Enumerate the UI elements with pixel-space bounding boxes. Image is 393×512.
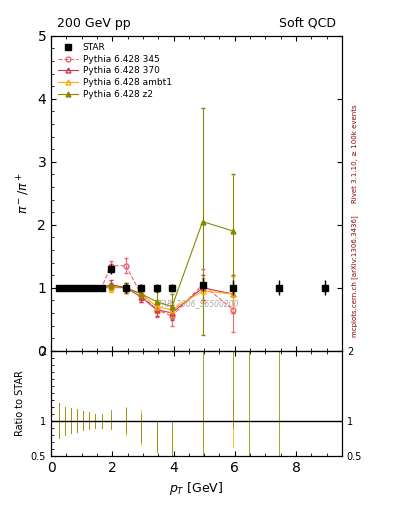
Text: Soft QCD: Soft QCD	[279, 16, 336, 30]
Y-axis label: Ratio to STAR: Ratio to STAR	[15, 370, 25, 436]
Text: STAR_2006_S6500200: STAR_2006_S6500200	[154, 299, 239, 308]
Text: mcplots.cern.ch [arXiv:1306.3436]: mcplots.cern.ch [arXiv:1306.3436]	[352, 216, 358, 337]
X-axis label: $p_T$ [GeV]: $p_T$ [GeV]	[169, 480, 224, 497]
Text: Rivet 3.1.10, ≥ 100k events: Rivet 3.1.10, ≥ 100k events	[352, 104, 358, 203]
Text: 200 GeV pp: 200 GeV pp	[57, 16, 130, 30]
Y-axis label: $\pi^- / \pi^+$: $\pi^- / \pi^+$	[15, 173, 32, 214]
Legend: STAR, Pythia 6.428 345, Pythia 6.428 370, Pythia 6.428 ambt1, Pythia 6.428 z2: STAR, Pythia 6.428 345, Pythia 6.428 370…	[55, 39, 175, 102]
